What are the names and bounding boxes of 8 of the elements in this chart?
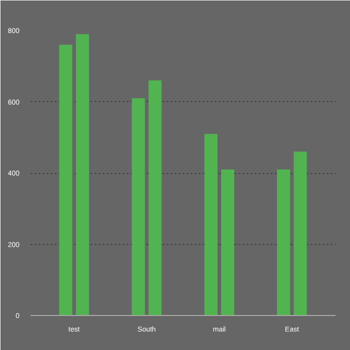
bar [277,169,290,316]
bar [204,134,218,316]
bar [59,44,72,316]
bar [294,152,307,316]
bar [221,169,234,316]
bar [148,80,162,316]
bar [76,34,89,316]
bar [132,98,145,316]
